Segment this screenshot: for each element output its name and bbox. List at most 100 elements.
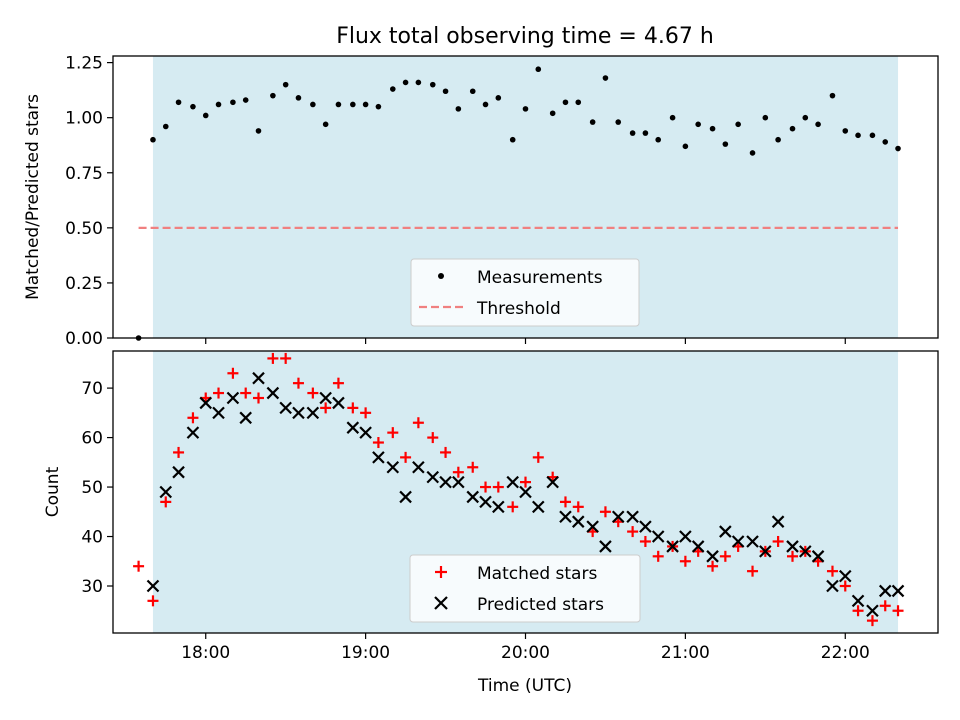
x-stroke-b xyxy=(426,470,440,484)
matched-star-point xyxy=(307,387,319,399)
x-stroke-b xyxy=(666,540,679,553)
measurement-point xyxy=(270,92,276,99)
measurement-point xyxy=(562,99,569,106)
predicted-star-point xyxy=(292,406,305,420)
matched-star-point xyxy=(332,377,344,389)
x-stroke-b xyxy=(651,530,665,543)
measurement-point xyxy=(749,150,756,156)
top-panel: 0.00 0.25 0.50 0.75 1.00 1.25 Matched/Predict… xyxy=(23,54,939,349)
measurement-point xyxy=(375,103,382,110)
y-tick-label: 70 xyxy=(81,379,103,399)
matched-star-point xyxy=(826,565,838,577)
x-stroke-b xyxy=(266,386,280,400)
top-x-axis-ticks xyxy=(205,338,846,344)
measurement-point xyxy=(322,121,329,128)
matched-stars-series xyxy=(133,352,904,627)
x-stroke-b xyxy=(412,460,425,474)
predicted-star-point xyxy=(546,475,559,489)
measurement-point xyxy=(829,92,836,99)
x-stroke-b xyxy=(172,465,185,479)
top-y-axis: 0.00 0.25 0.50 0.75 1.00 1.25 xyxy=(65,54,113,349)
matched-star-point xyxy=(572,501,584,513)
top-legend-box xyxy=(410,258,640,327)
matched-star-point xyxy=(652,550,664,562)
measurement-point xyxy=(362,101,369,108)
x-axis-label: Time (UTC) xyxy=(477,676,572,696)
x-stroke-b xyxy=(439,475,452,489)
bottom-x-axis: 18:00 19:00 20:00 21:00 22:00 xyxy=(181,633,870,663)
matched-star-point xyxy=(213,387,225,399)
predicted-star-point xyxy=(372,451,385,464)
x-stroke-b xyxy=(146,579,160,593)
measurement-point xyxy=(242,97,249,103)
measurement-point xyxy=(815,121,821,128)
y-tick-label: 0.75 xyxy=(65,164,103,184)
predicted-star-point xyxy=(731,535,745,548)
y-tick-label: 0.50 xyxy=(65,219,103,239)
measurement-point xyxy=(735,121,741,128)
predicted-star-point xyxy=(878,584,892,598)
x-stroke-b xyxy=(239,411,252,425)
predicted-star-point xyxy=(639,520,652,533)
measurement-point xyxy=(762,114,769,121)
matched-star-point xyxy=(227,367,239,379)
matched-star-point xyxy=(160,496,172,508)
x-stroke-b xyxy=(386,460,400,474)
measurement-point xyxy=(895,145,901,152)
measurement-point xyxy=(255,128,262,134)
matched-star-point xyxy=(467,461,479,473)
x-stroke-b xyxy=(878,584,892,598)
chart-title: Flux total observing time = 4.67 h xyxy=(336,24,714,49)
predicted-star-point xyxy=(759,545,772,558)
x-tick-label: 20:00 xyxy=(501,643,550,663)
predicted-star-point xyxy=(651,530,665,543)
predicted-star-point xyxy=(212,406,225,420)
y-tick-label: 50 xyxy=(81,478,103,498)
predicted-star-point xyxy=(466,490,480,504)
measurement-point xyxy=(722,141,729,147)
measurement-point xyxy=(509,136,516,143)
matched-star-point xyxy=(292,377,304,389)
matched-star-point xyxy=(507,501,519,513)
y-tick-label: 1.00 xyxy=(65,109,103,129)
matched-star-point xyxy=(187,412,199,424)
x-stroke-b xyxy=(626,510,639,524)
x-stroke-b xyxy=(746,535,759,548)
x-stroke-b xyxy=(559,510,572,524)
x-tick-label: 18:00 xyxy=(181,643,230,663)
predicted-star-point xyxy=(571,515,585,528)
x-stroke-b xyxy=(332,396,345,410)
predicted-star-point xyxy=(172,465,185,479)
measurement-point xyxy=(522,106,529,112)
x-stroke-b xyxy=(571,515,585,528)
x-stroke-b xyxy=(506,475,519,489)
measurement-point xyxy=(162,123,169,130)
x-stroke-b xyxy=(399,490,412,504)
matched-star-point xyxy=(452,466,464,478)
matched-star-point xyxy=(707,560,719,572)
measurement-point xyxy=(282,81,289,88)
predicted-star-point xyxy=(252,371,265,385)
x-stroke-b xyxy=(226,391,240,405)
x-stroke-b xyxy=(866,604,879,618)
measurement-point xyxy=(682,143,689,150)
measurement-point xyxy=(469,88,476,95)
x-stroke-b xyxy=(466,490,480,504)
measurement-point xyxy=(842,128,849,134)
matched-star-point xyxy=(879,600,891,612)
measurement-point xyxy=(549,110,556,117)
predicted-star-point xyxy=(811,550,825,563)
x-stroke-b xyxy=(372,451,385,464)
y-tick-label: 30 xyxy=(81,577,103,597)
matched-star-point xyxy=(627,526,639,538)
x-stroke-b xyxy=(811,550,825,563)
x-stroke-b xyxy=(546,475,559,489)
y-tick-label: 40 xyxy=(81,528,103,548)
x-stroke-b xyxy=(786,540,799,553)
x-stroke-b xyxy=(611,510,625,524)
predicted-star-point xyxy=(439,475,452,489)
y-tick-label: 0.25 xyxy=(65,274,103,294)
predicted-star-point xyxy=(452,475,465,489)
matched-star-point xyxy=(240,387,252,399)
